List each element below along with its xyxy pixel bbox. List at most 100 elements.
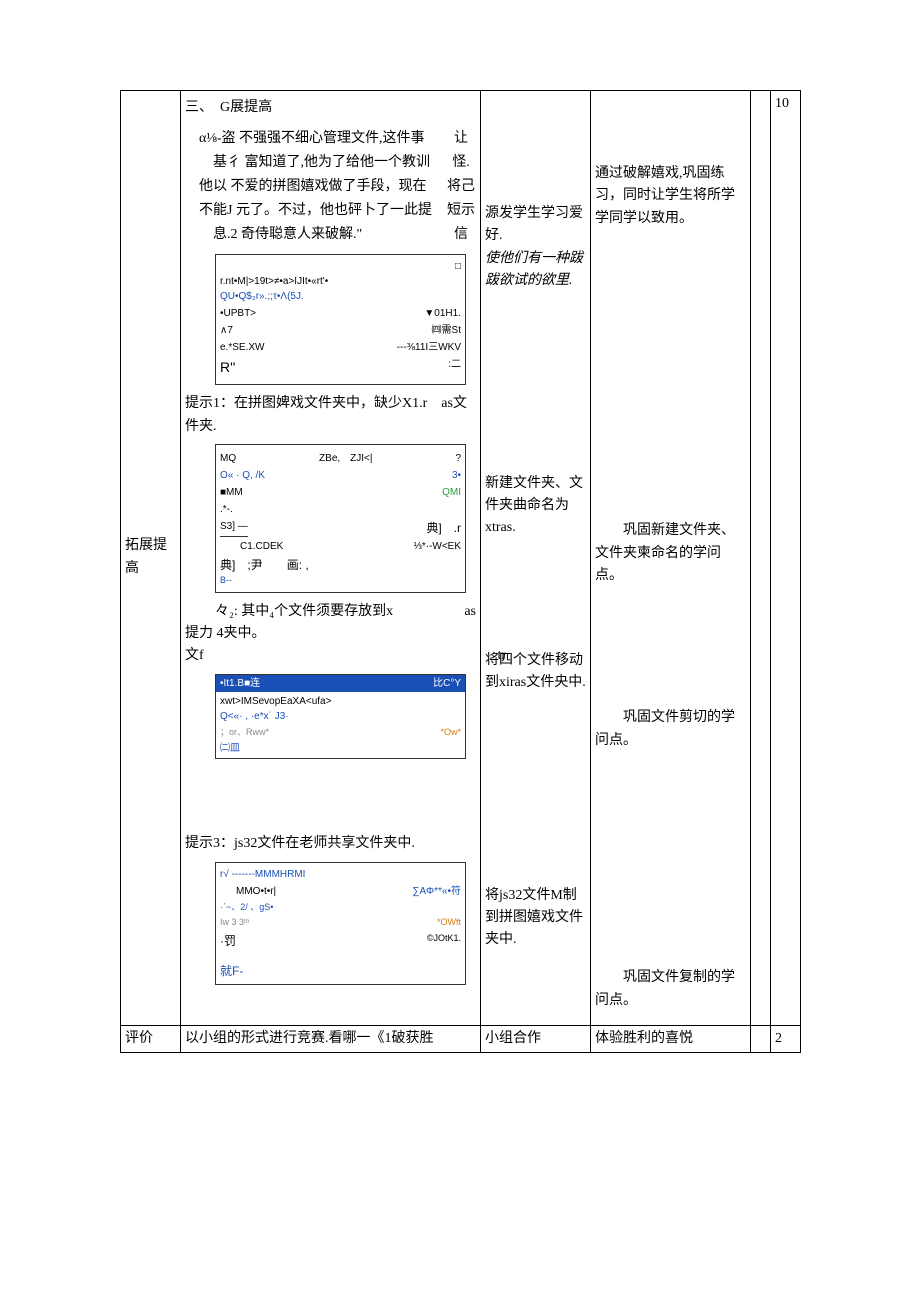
b3-l3a: ；or、Rww* <box>220 726 269 740</box>
b1-l3b: ▼01H1. <box>424 306 461 321</box>
story-l3: 他以 不爱的拼图嬉戏做了手段，现在 <box>199 175 476 199</box>
b4-l6: 就F- <box>220 962 461 980</box>
b2-l3a: ■MM <box>220 485 243 500</box>
h2-a: 々₂: <box>215 604 238 619</box>
story-l4: 不能J 元了。不过，他也砰卜了一此提 <box>199 199 476 223</box>
sl2a: 基彳 <box>213 155 241 170</box>
sl3a: 他以 <box>199 179 227 194</box>
b4-l4a: Iw 3 3ᵗʰ <box>220 916 249 930</box>
c4-p3: 巩固文件剪切的学问点。 <box>595 707 746 752</box>
b3-l3b: *Ow* <box>440 726 461 740</box>
b2-l5b: 典] .r <box>426 519 461 537</box>
screenshot-box-4: r√ -------MMMHRMI MMO•t•r| ∑AΦ**«•符 ·ˊ~、2… <box>215 862 466 985</box>
hint-1: 提示1：在拼图婢戏文件夹中，缺少X1.r as文件夹. <box>185 393 476 438</box>
row2-content: 以小组的形式进行竞赛.看哪一《1破获胜 <box>181 1025 481 1052</box>
row-label-expand: 拓展提高 <box>121 91 181 1026</box>
row2-col3: 小组合作 <box>481 1025 591 1052</box>
section-heading: 三、 G展提高 <box>185 93 476 123</box>
b1-l6b: :二 <box>448 357 461 378</box>
b2-l6b: ⅓*·-W<EK <box>413 539 461 554</box>
eval-label: 评价 <box>125 1031 153 1046</box>
sr4: 信 <box>446 223 476 247</box>
b1-corner: □ <box>220 259 461 274</box>
b2-l4: .*-. <box>220 502 461 517</box>
sl2b: 富知道了,他为了给他一个教训 <box>245 155 431 170</box>
b2-l2b: 3• <box>452 468 461 483</box>
c6-num: 10 <box>775 96 789 111</box>
sp: α⅛-盗 <box>199 131 236 146</box>
row1-col3: 源发学生学习爱好. 使他们有一种跋跋欲试的欲里. 新建文件夹、文件夹曲命名为xt… <box>481 91 591 1026</box>
b2-l2a: O« · Q, /K <box>220 468 265 483</box>
b1-l3a: •UPBT> <box>220 306 256 321</box>
c4-p1: 通过破解嬉戏,巩固练习，同时让学生将所学学同学以致用。 <box>595 163 746 230</box>
row2-col6: 2 <box>771 1025 801 1052</box>
b2-l6a: C1.CDEK <box>240 539 283 554</box>
hint-2: as 々₂: 其中₄个文件须要存放到x 提力 4夹中。 tr 文f <box>185 601 476 668</box>
b2-l7b: 画: , <box>287 558 309 572</box>
label-text: 拓展提高 <box>125 535 176 580</box>
h2-b: 其中₄个文件须要存放到x <box>241 604 393 619</box>
screenshot-box-1: □ r.nt•M|>19t>≠•a>IJIt•«rt'• QU•Q$₂r».;;… <box>215 254 466 385</box>
b1-l4a: ∧7 <box>220 323 233 338</box>
story-l5: 息.2 奇侍聪意人来破解." <box>199 223 476 247</box>
b3-l1: xwt>IMSevopEaXA<ufa> <box>220 694 461 709</box>
story-right-col: 让怪. 将己 短示 信 <box>446 127 476 246</box>
b1-l1: r.nt•M|>19t>≠•a>IJIt•«rt'• <box>220 274 461 289</box>
c4-p4: 巩固文件复制的学问点。 <box>595 967 746 1012</box>
b3-bar-l: •It1.B■连 <box>220 676 260 691</box>
b4-l3: ·ˊ~、2/ 、gS• <box>220 901 461 915</box>
b1-l4b: ㈣需St <box>432 323 461 338</box>
sl5a: 息.2 <box>213 227 238 242</box>
c3-p3: 新建文件夹、文件夹曲命名为xtras. <box>485 473 586 540</box>
row1-col4: 通过破解嬉戏,巩固练习，同时让学生将所学学同学以致用。 巩固新建文件夹、文件夹柬… <box>591 91 751 1026</box>
sl3b: 不爱的拼图嬉戏做了手段，现在 <box>231 179 427 194</box>
b2-l1b: ZBe, ZJI<| <box>319 451 372 466</box>
c3-p5: 将js32文件M制到拼图嬉戏文件夹中. <box>485 885 586 952</box>
sl4b: 元了。不过，他也砰卜了一此提 <box>236 203 432 218</box>
row-label-eval: 评价 <box>121 1025 181 1052</box>
story-l2: 基彳 富知道了,他为了给他一个教训 <box>199 151 476 175</box>
b2-l8: B-- <box>220 574 461 588</box>
b2-l1c: ? <box>455 451 461 466</box>
b4-l5b: ©JOtK1. <box>427 932 461 950</box>
b4-l4b: *OWft <box>437 916 461 930</box>
b2-l5a: S3] — <box>220 519 248 537</box>
b4-l2a: MMO•t•r| <box>236 884 276 899</box>
sr3: 短示 <box>446 199 476 223</box>
b3-l4: ㈡皿 <box>220 741 461 756</box>
h2-as: as <box>464 601 476 623</box>
story-l0: α⅛-盗 不强强不细心管理文件,这件事 <box>199 127 476 151</box>
b2-l3b: QMI <box>442 485 461 500</box>
b3-l2: Q<«· , ·e*x˙ J3· <box>220 709 461 724</box>
b4-l2b: ∑AΦ**«•符 <box>412 884 461 899</box>
row2-col4: 体验胜利的喜悦 <box>591 1025 751 1052</box>
c3-p2: 使他们有一种跋跋欲试的欲里. <box>485 248 586 293</box>
row1-col6: 10 <box>771 91 801 1026</box>
hint-3: 提示3：js32文件在老师共享文件夹中. <box>185 833 476 855</box>
b1-l5a: e.*SE.XW <box>220 340 264 355</box>
b1-l5b: ---⅜11I三WKV <box>397 340 461 355</box>
row1-col5 <box>751 91 771 1026</box>
b1-l6a: R'' <box>220 357 235 378</box>
h2-cb: 4夹中。 <box>217 626 266 641</box>
sr1: 让怪. <box>446 127 476 175</box>
b4-l1: r√ -------MMMHRMI <box>220 867 461 882</box>
c3-p4: 将四个文件移动到xiras文件央中. <box>485 650 586 695</box>
b1-l2: QU•Q$₂r».;;τ•Λ(5J. <box>220 289 461 304</box>
b3-bar-r: 比C°Y <box>433 676 461 691</box>
screenshot-box-3: •It1.B■连 比C°Y xwt>IMSevopEaXA<ufa> Q<«· ,… <box>215 674 466 760</box>
row1-content: 三、 G展提高 让怪. 将己 短示 信 α⅛-盗 不强强不细心管理文件,这件事 … <box>181 91 481 1026</box>
c3-p1: 源发学生学习爱好. <box>485 203 586 248</box>
h2-d: 文f <box>185 648 204 663</box>
b2-l7a: 典] ;尹 <box>220 558 263 572</box>
b2-l7: 典] ;尹 画: , <box>220 556 461 574</box>
sl1: 不强强不细心管理文件,这件事 <box>239 131 425 146</box>
b2-l1a: MQ <box>220 451 236 466</box>
row2-col5 <box>751 1025 771 1052</box>
sl4a: 不能J <box>199 203 232 218</box>
b4-l5a: ·罚 <box>220 932 236 950</box>
story-block: 让怪. 将己 短示 信 α⅛-盗 不强强不细心管理文件,这件事 基彳 富知道了,… <box>199 127 476 246</box>
sl5b: 奇侍聪意人来破解." <box>241 227 362 242</box>
c4-p2: 巩固新建文件夹、文件夹柬命名的学问点。 <box>595 520 746 587</box>
screenshot-box-2: MQ ZBe, ZJI<|? O« · Q, /K 3• ■MM QMI .*-. S… <box>215 444 466 593</box>
